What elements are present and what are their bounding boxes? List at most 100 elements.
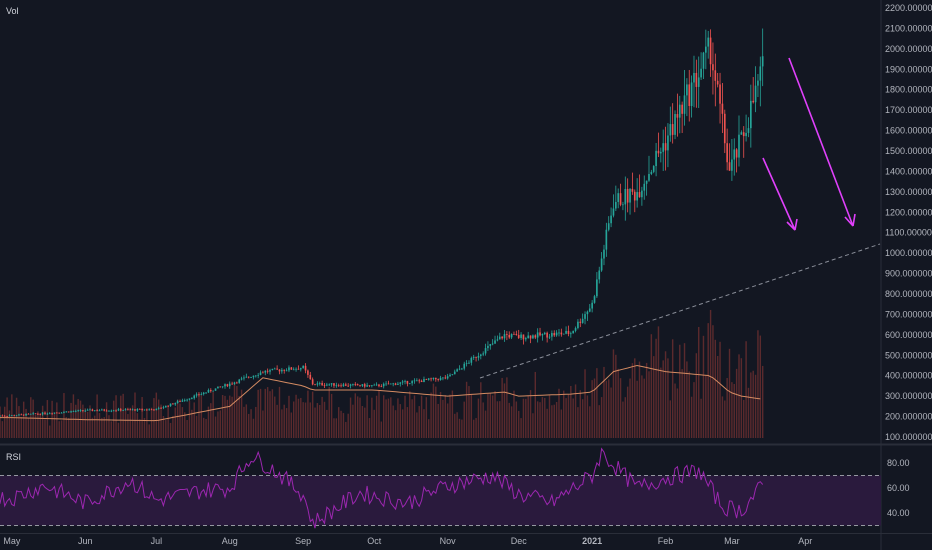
candle: [444, 375, 447, 380]
volume-bar: [56, 402, 58, 438]
volume-bar: [451, 390, 454, 438]
candle: [413, 378, 416, 384]
volume-bar: [139, 419, 141, 438]
volume-bar: [186, 419, 188, 438]
candle: [359, 384, 361, 387]
candle: [430, 377, 432, 382]
volume-bar: [525, 398, 527, 438]
candle: [148, 408, 151, 411]
volume-bar: [610, 387, 612, 438]
candle: [200, 392, 203, 396]
volume-bar: [584, 369, 586, 438]
candle: [195, 392, 198, 398]
volume-bar: [458, 418, 461, 438]
volume-bar: [404, 395, 406, 438]
candle: [164, 405, 167, 408]
arrow-1[interactable]: [762, 157, 798, 231]
volume-bar: [563, 390, 565, 438]
volume-bar: [292, 401, 295, 438]
candle: [380, 384, 383, 388]
rsi-axis[interactable]: 80.00 60.00 40.00: [887, 458, 910, 518]
volume-bar: [247, 413, 250, 438]
candle: [41, 411, 44, 416]
candle: [487, 341, 489, 351]
volume-bar: [470, 394, 473, 438]
candle: [3, 414, 6, 417]
trendline[interactable]: [479, 243, 881, 379]
candle: [124, 408, 127, 411]
volume-bar: [44, 419, 46, 438]
time-axis[interactable]: May Jun Jul Aug Sep Oct Nov Dec 2021 Feb Mar Apr: [3, 536, 812, 546]
volume-bar: [72, 394, 75, 438]
volume-bar: [648, 371, 650, 438]
volume-bar: [686, 361, 688, 438]
candle: [186, 398, 188, 402]
candle: [101, 408, 103, 411]
volume-bar: [297, 398, 300, 438]
candle: [624, 176, 627, 221]
price-axis[interactable]: 2200.000000 2100.000000 2000.000000 1900.00…: [885, 3, 932, 442]
candle: [18, 413, 20, 416]
candle: [233, 381, 236, 385]
candle: [127, 407, 129, 411]
candle: [458, 365, 461, 371]
volume-bar: [245, 404, 248, 438]
volume-bar: [212, 392, 214, 438]
candle: [757, 73, 759, 98]
volume-bar: [238, 395, 240, 438]
candle: [352, 383, 354, 387]
volume-bar: [37, 411, 39, 438]
candle: [6, 415, 8, 418]
volume-bar: [676, 388, 679, 438]
candle: [368, 385, 371, 388]
candle: [607, 216, 610, 232]
volume-bar: [435, 386, 437, 438]
volume-bar: [397, 398, 399, 438]
candle: [513, 331, 515, 335]
volume-bar: [373, 409, 375, 438]
candle: [86, 408, 89, 411]
volume-bar: [210, 403, 212, 438]
volume-bar: [25, 408, 27, 438]
candle: [304, 363, 307, 374]
volume-bar: [335, 418, 338, 438]
candle: [674, 110, 676, 140]
candle: [129, 408, 132, 411]
candle: [506, 331, 508, 341]
volume-bar: [399, 404, 401, 438]
price-tick-label: 2000.000000: [885, 44, 932, 54]
candle: [266, 368, 269, 374]
candle: [669, 106, 672, 142]
volume-bar: [49, 425, 51, 438]
candle: [631, 172, 634, 195]
candle: [89, 408, 91, 411]
candle: [340, 383, 342, 388]
volume-bar: [674, 383, 676, 438]
volume-bar: [634, 358, 636, 438]
price-tick-label: 400.000000: [885, 371, 932, 381]
volume-bar: [657, 326, 660, 438]
volume-bar: [172, 415, 174, 438]
candle: [13, 414, 16, 417]
volume-bar: [589, 406, 591, 438]
volume-bar: [295, 394, 297, 438]
volume-bar: [217, 411, 219, 438]
candle: [629, 187, 631, 215]
volume-bar: [271, 389, 274, 438]
time-tick-label: Jul: [151, 536, 163, 546]
arrow-2[interactable]: [788, 57, 856, 227]
candle: [446, 373, 449, 380]
volume-bar: [27, 417, 30, 438]
candle: [307, 369, 309, 378]
candle: [44, 411, 46, 416]
candle: [60, 412, 63, 414]
volume-bar: [612, 349, 615, 438]
candle: [321, 380, 323, 386]
candle: [572, 330, 575, 334]
volume-bar: [731, 382, 733, 438]
volume-bar: [754, 374, 757, 438]
volume-bar: [473, 419, 475, 438]
volume-bar: [501, 377, 503, 438]
candle: [470, 356, 473, 366]
